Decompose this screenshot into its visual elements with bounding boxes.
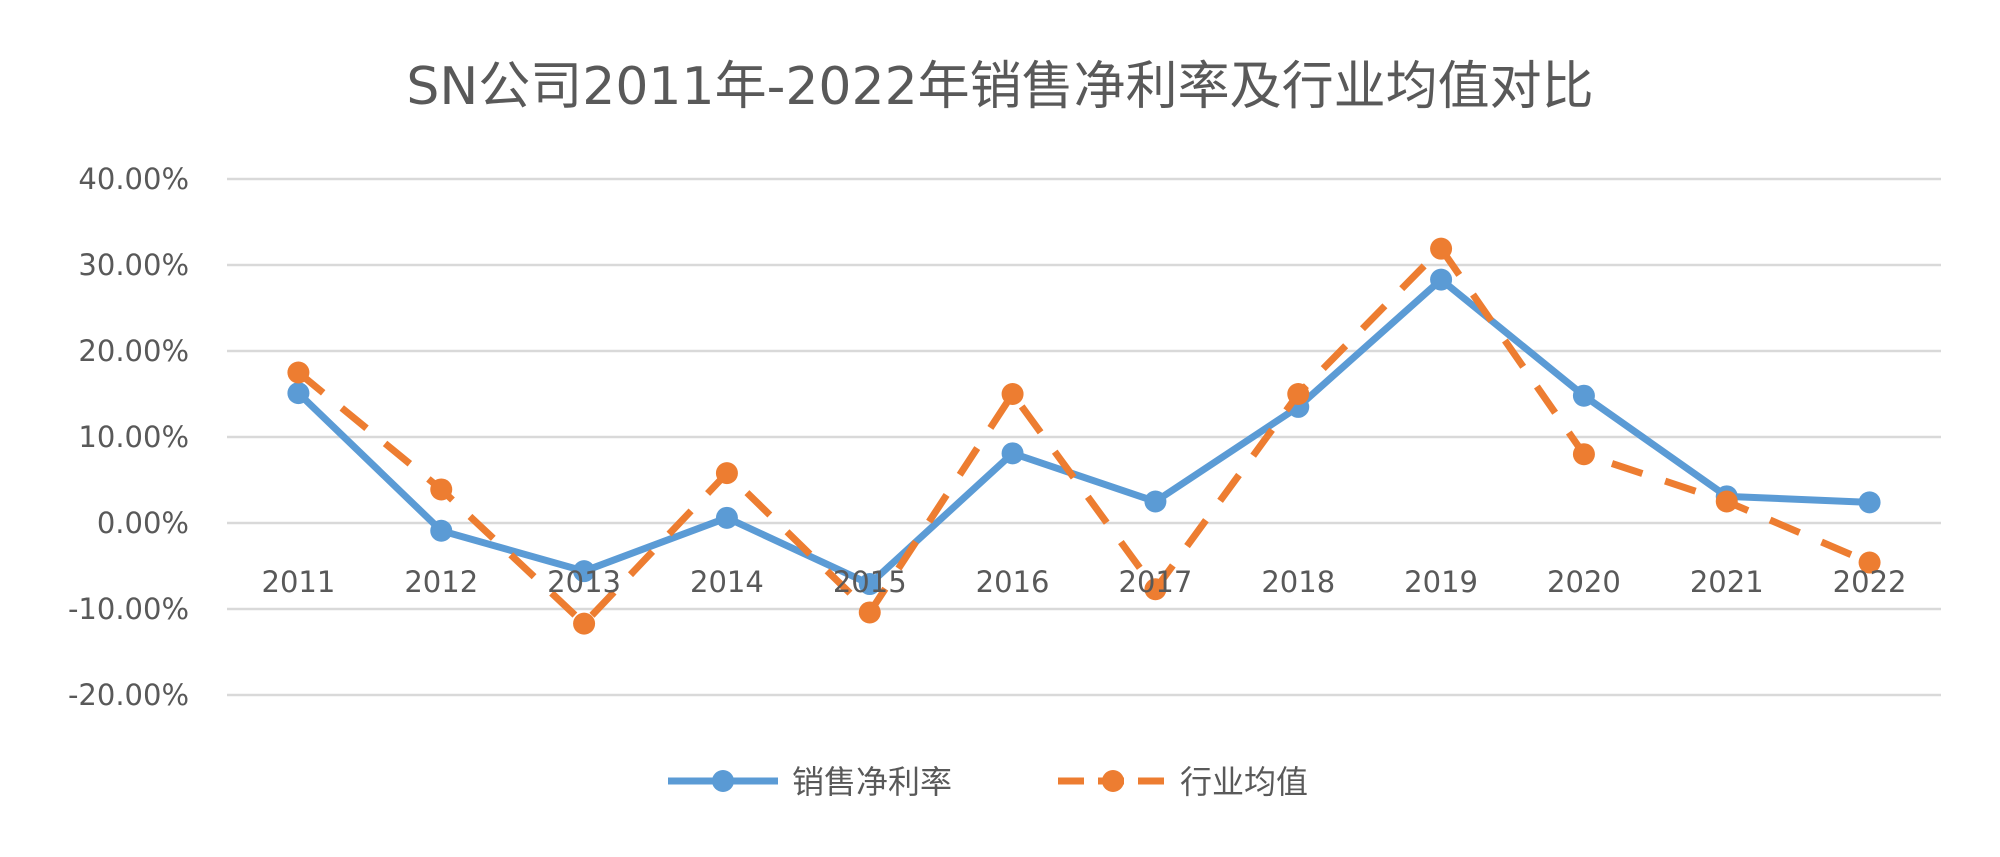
data-point — [715, 462, 738, 485]
x-tick-label: 2019 — [1404, 565, 1478, 599]
y-tick-label: 30.00% — [78, 248, 189, 282]
data-point — [573, 612, 596, 635]
x-tick-label: 2012 — [404, 565, 478, 599]
x-tick-label: 2014 — [690, 565, 764, 599]
data-point — [1430, 237, 1453, 260]
data-point — [715, 506, 738, 529]
data-point — [430, 478, 453, 501]
series-line-1 — [296, 245, 1871, 628]
x-tick-label: 2018 — [1261, 565, 1335, 599]
x-tick-label: 2022 — [1833, 565, 1907, 599]
data-point — [858, 573, 881, 596]
data-point — [1430, 268, 1453, 291]
y-tick-label: -10.00% — [68, 592, 189, 626]
x-axis: 2011 2012 2013 2014 2015 2016 2017 2018 2019 2020… — [262, 565, 1907, 599]
data-point — [430, 519, 453, 542]
legend: 销售净利率 行业均值 — [668, 763, 1308, 801]
data-point — [1001, 442, 1024, 465]
series-line-0 — [295, 276, 1870, 588]
x-tick-label: 2017 — [1119, 565, 1193, 599]
legend-label-net-margin: 销售净利率 — [792, 763, 952, 801]
y-tick-label: 40.00% — [78, 162, 189, 196]
data-point — [1287, 383, 1310, 405]
series-group — [287, 237, 1881, 635]
x-tick-label: 2013 — [547, 565, 621, 599]
legend-item-net-margin[interactable]: 销售净利率 — [668, 763, 952, 801]
data-point — [1572, 443, 1595, 466]
chart-title: SN公司2011年-2022年销售净利率及行业均值对比 — [406, 57, 1593, 117]
data-point — [1144, 578, 1167, 601]
data-point — [1858, 491, 1881, 514]
data-point — [1715, 490, 1738, 513]
y-tick-label: 0.00% — [97, 506, 189, 540]
data-point — [1144, 490, 1167, 513]
x-tick-label: 2020 — [1547, 565, 1621, 599]
x-tick-label: 2011 — [262, 565, 336, 599]
gridlines — [227, 177, 1941, 697]
x-tick-label: 2021 — [1690, 565, 1764, 599]
legend-item-industry-avg[interactable]: 行业均值 — [1058, 763, 1308, 801]
data-point — [858, 601, 881, 624]
data-point — [573, 560, 596, 583]
data-point — [287, 361, 310, 384]
y-tick-label: 10.00% — [78, 420, 189, 454]
data-point — [1572, 384, 1595, 407]
y-tick-label: -20.00% — [68, 678, 189, 712]
y-axis: 40.00% 30.00% 20.00% 10.00% 0.00% -10.00% -20.… — [68, 162, 189, 712]
data-point — [287, 382, 310, 405]
x-tick-label: 2016 — [976, 565, 1050, 599]
legend-label-industry-avg: 行业均值 — [1180, 763, 1308, 801]
legend-marker-industry-avg — [1102, 770, 1124, 792]
x-tick-label: 2015 — [833, 565, 907, 599]
data-point — [1001, 383, 1024, 405]
y-tick-label: 20.00% — [78, 334, 189, 368]
data-point — [1858, 551, 1881, 574]
legend-marker-net-margin — [712, 770, 734, 792]
